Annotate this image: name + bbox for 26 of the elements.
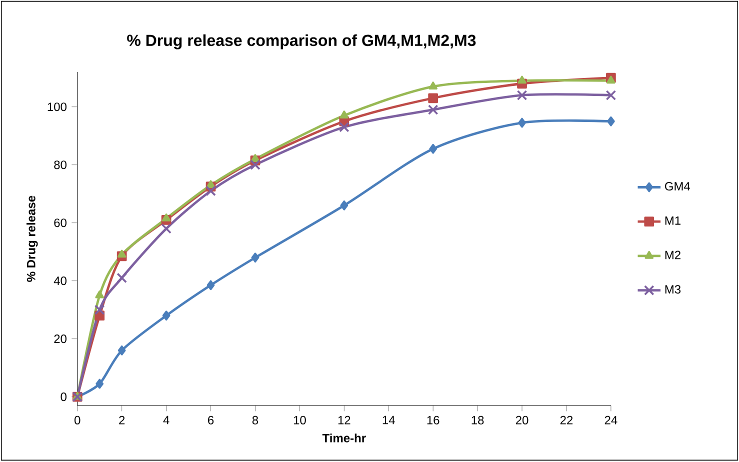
x-tick-label: 4 xyxy=(163,416,170,424)
y-tick-label: 100 xyxy=(48,102,67,112)
y-tick-label: 40 xyxy=(54,276,67,286)
legend-label: M2 xyxy=(665,250,680,260)
x-tick-label: 0 xyxy=(74,416,80,425)
y-tick-label: 80 xyxy=(54,160,67,170)
x-tick-label: 16 xyxy=(427,416,440,425)
x-tick-label: 10 xyxy=(294,416,306,425)
legend-label: GM4 xyxy=(664,182,690,191)
x-tick-label: 2 xyxy=(119,416,125,425)
chart-title: % Drug release comparison of GM4,M1,M2,M3 xyxy=(127,34,476,50)
x-tick-label: 8 xyxy=(252,416,258,425)
x-axis-title: Time-hr xyxy=(322,434,366,443)
x-tick-label: 14 xyxy=(382,416,395,424)
y-tick-label: 20 xyxy=(54,334,67,344)
y-axis-title: % Drug release xyxy=(26,196,38,282)
y-tick-label: 0 xyxy=(60,392,67,402)
x-tick-label: 12 xyxy=(338,416,350,425)
y-tick-label: 60 xyxy=(54,218,67,228)
x-tick-label: 18 xyxy=(472,416,484,425)
x-tick-label: 22 xyxy=(560,416,573,425)
legend-label: M1 xyxy=(665,216,680,225)
legend-label: M3 xyxy=(665,285,681,294)
x-tick-label: 24 xyxy=(604,416,618,425)
x-tick-label: 20 xyxy=(516,416,528,425)
x-tick-label: 6 xyxy=(208,416,214,425)
